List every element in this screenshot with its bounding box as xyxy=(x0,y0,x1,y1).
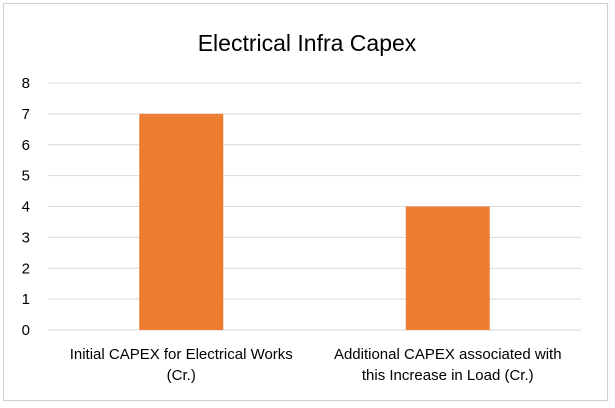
y-tick-label: 5 xyxy=(22,168,30,185)
y-tick-label: 0 xyxy=(22,322,30,339)
y-axis-ticks: 0 1 2 3 4 5 6 7 8 xyxy=(22,75,30,339)
x-axis-categories: Initial CAPEX for Electrical Works (Cr.) A… xyxy=(70,346,562,384)
y-tick-label: 6 xyxy=(22,137,30,154)
category-label-2-line-1: Additional CAPEX associated with xyxy=(334,346,562,363)
y-tick-label: 8 xyxy=(22,75,30,92)
category-label-2-line-2: this Increase in Load (Cr.) xyxy=(362,367,534,384)
gridlines xyxy=(48,82,581,331)
bar-1 xyxy=(139,113,224,330)
bars xyxy=(139,113,490,330)
y-tick-label: 7 xyxy=(22,106,30,123)
chart-title: Electrical Infra Capex xyxy=(198,30,417,56)
category-label-1-line-1: Initial CAPEX for Electrical Works xyxy=(70,346,293,363)
y-tick-label: 3 xyxy=(22,229,30,246)
y-tick-label: 4 xyxy=(22,199,30,216)
y-tick-label: 1 xyxy=(22,291,30,308)
category-label-1-line-2: (Cr.) xyxy=(167,367,196,384)
chart-frame xyxy=(3,3,608,401)
y-tick-label: 2 xyxy=(22,260,30,277)
bar-2 xyxy=(405,206,490,330)
